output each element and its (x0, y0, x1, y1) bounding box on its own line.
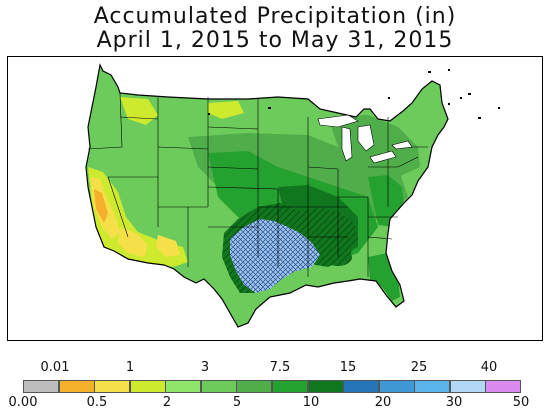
legend-label-top: 3 (200, 360, 210, 375)
precipitation-map (7, 56, 543, 341)
map-title-line2: April 1, 2015 to May 31, 2015 (96, 28, 454, 53)
legend-label-bottom: 30 (445, 395, 463, 410)
state-boundaries (87, 92, 428, 277)
legend-swatch (307, 380, 344, 393)
legend-label-top: 0.01 (40, 360, 70, 375)
legend-label-bottom: 10 (302, 395, 320, 410)
legend-swatch (200, 380, 237, 393)
legend-swatch (378, 380, 415, 393)
legend-swatch (414, 380, 451, 393)
map-title-line1: Accumulated Precipitation (in) (93, 4, 457, 29)
legend-label-bottom: 20 (374, 395, 392, 410)
legend-swatch (165, 380, 202, 393)
legend-label-bottom: 0.5 (86, 395, 108, 410)
legend-label-bottom: 5 (232, 395, 242, 410)
legend-swatch (485, 380, 522, 393)
legend-label-top: 15 (339, 360, 357, 375)
legend-swatch (272, 380, 309, 393)
legend-swatch (236, 380, 273, 393)
legend-swatch (129, 380, 166, 393)
legend-swatch (449, 380, 486, 393)
legend-label-top: 25 (410, 360, 428, 375)
lake-specks (208, 69, 500, 119)
legend-label-top: 40 (480, 360, 498, 375)
legend-label-top: 7.5 (269, 360, 291, 375)
legend-label-bottom: 2 (162, 395, 172, 410)
legend-label-top: 1 (125, 360, 135, 375)
legend-swatch (58, 380, 95, 393)
map-svg (85, 64, 500, 328)
color-legend: 0.01 1 3 7.5 15 25 40 0.00 0.5 2 5 10 20… (0, 352, 550, 413)
legend-swatch (23, 380, 60, 393)
great-lakes (317, 114, 413, 164)
legend-swatch (343, 380, 380, 393)
legend-swatch (94, 380, 131, 393)
legend-label-bottom: 50 (512, 395, 530, 410)
legend-label-bottom: 0.00 (8, 395, 38, 410)
